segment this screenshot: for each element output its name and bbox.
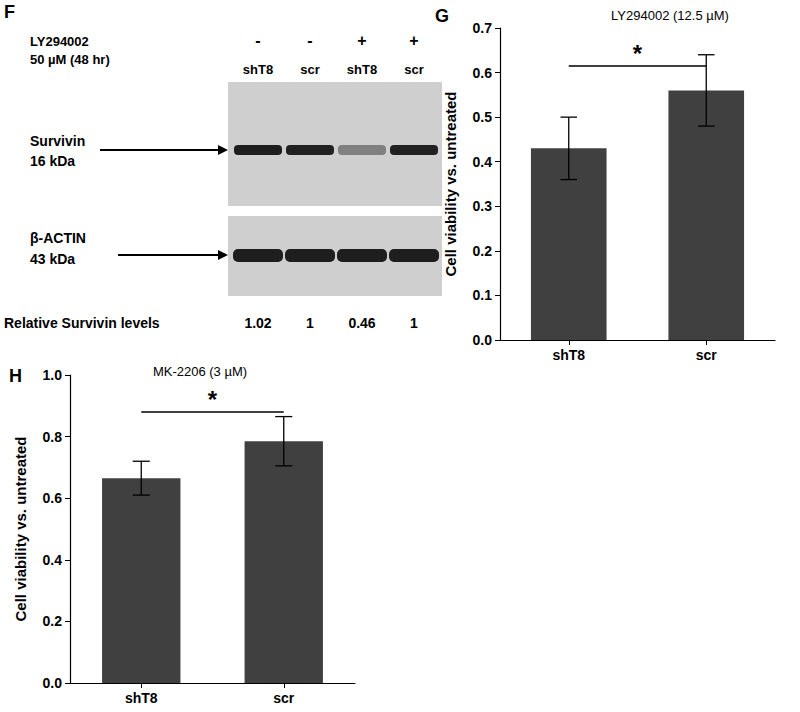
svg-text:1: 1 bbox=[410, 315, 418, 331]
svg-text:H: H bbox=[9, 366, 22, 386]
svg-text:scr: scr bbox=[696, 347, 718, 363]
svg-text:scr: scr bbox=[273, 690, 295, 706]
svg-text:F: F bbox=[4, 2, 15, 22]
svg-text:1: 1 bbox=[306, 315, 314, 331]
svg-text:0.0: 0.0 bbox=[43, 675, 63, 691]
svg-text:0.3: 0.3 bbox=[473, 198, 493, 214]
svg-text:scr: scr bbox=[404, 62, 424, 77]
svg-text:Cell viability vs. untreated: Cell viability vs. untreated bbox=[12, 436, 29, 621]
svg-text:*: * bbox=[208, 386, 218, 413]
svg-text:0.6: 0.6 bbox=[473, 65, 493, 81]
svg-text:1.0: 1.0 bbox=[43, 367, 63, 383]
svg-text:16 kDa: 16 kDa bbox=[30, 153, 75, 169]
svg-text:0.8: 0.8 bbox=[43, 429, 63, 445]
svg-text:*: * bbox=[633, 40, 643, 67]
svg-text:scr: scr bbox=[300, 62, 320, 77]
svg-text:0.5: 0.5 bbox=[473, 109, 493, 125]
svg-text:Cell viability vs. untreated: Cell viability vs. untreated bbox=[442, 91, 459, 276]
svg-text:50 µM (48 hr): 50 µM (48 hr) bbox=[30, 52, 110, 67]
svg-text:0.2: 0.2 bbox=[473, 243, 493, 259]
svg-text:1.02: 1.02 bbox=[244, 315, 271, 331]
svg-text:0.1: 0.1 bbox=[473, 287, 493, 303]
svg-text:-: - bbox=[307, 32, 312, 49]
svg-text:Relative Survivin levels: Relative Survivin levels bbox=[4, 315, 160, 331]
svg-text:MK-2206 (3 µM): MK-2206 (3 µM) bbox=[153, 364, 247, 379]
svg-text:0.2: 0.2 bbox=[43, 613, 63, 629]
svg-text:shT8: shT8 bbox=[552, 347, 585, 363]
svg-text:0.0: 0.0 bbox=[473, 332, 493, 348]
svg-text:shT8: shT8 bbox=[125, 690, 158, 706]
svg-text:+: + bbox=[357, 32, 366, 49]
svg-text:LY294002: LY294002 bbox=[30, 34, 89, 49]
svg-text:LY294002 (12.5 µM): LY294002 (12.5 µM) bbox=[611, 8, 729, 23]
svg-text:-: - bbox=[255, 32, 260, 49]
svg-text:shT8: shT8 bbox=[243, 62, 273, 77]
svg-text:+: + bbox=[409, 32, 418, 49]
svg-text:0.6: 0.6 bbox=[43, 490, 63, 506]
svg-text:shT8: shT8 bbox=[347, 62, 377, 77]
svg-text:Survivin: Survivin bbox=[30, 133, 85, 149]
svg-text:0.46: 0.46 bbox=[348, 315, 375, 331]
svg-text:0.4: 0.4 bbox=[43, 552, 63, 568]
svg-text:0.4: 0.4 bbox=[473, 154, 493, 170]
svg-text:43 kDa: 43 kDa bbox=[30, 251, 75, 267]
svg-text:0.7: 0.7 bbox=[473, 20, 493, 36]
svg-text:G: G bbox=[435, 6, 449, 26]
svg-text:β-ACTIN: β-ACTIN bbox=[30, 230, 86, 246]
